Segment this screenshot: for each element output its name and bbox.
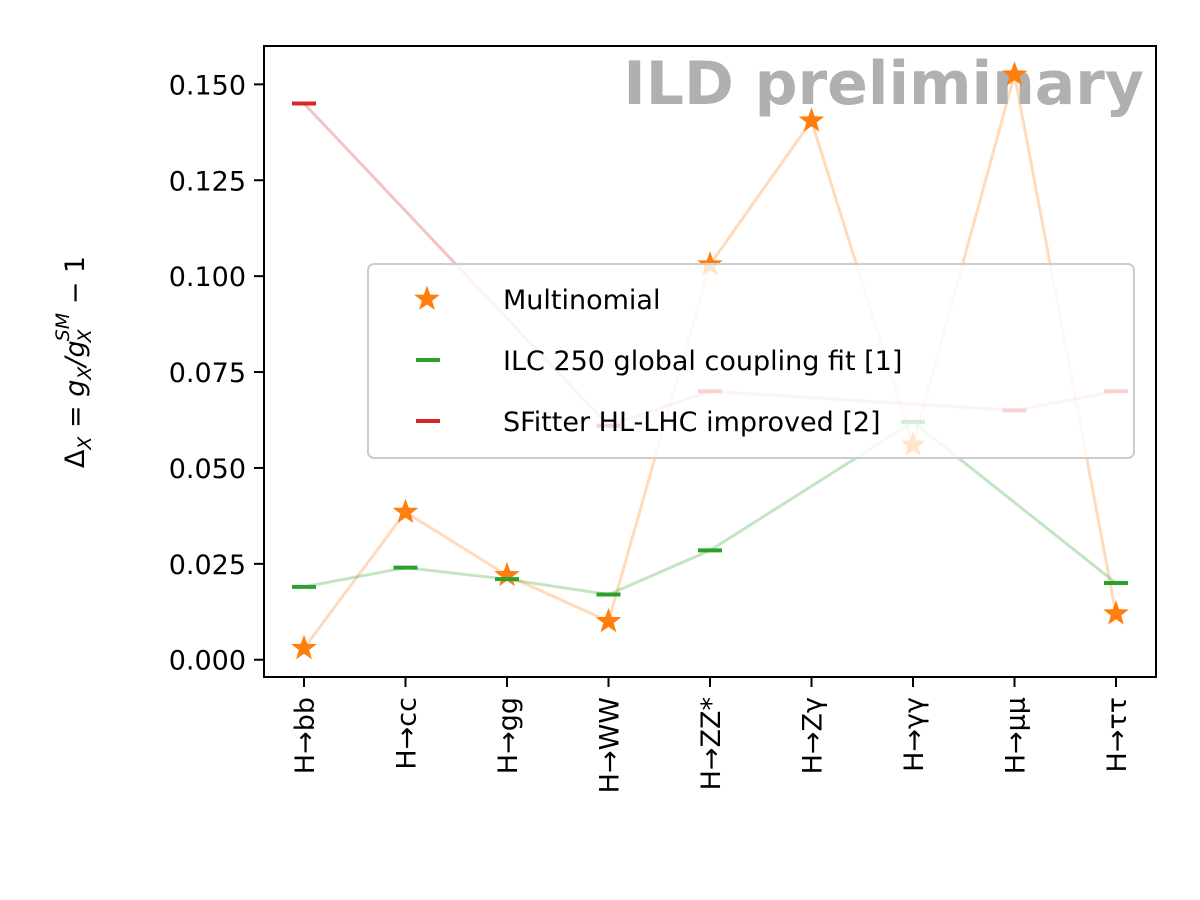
x-tick-label: H→γγ (899, 697, 930, 772)
data-point-star (595, 607, 622, 633)
x-tick-label: H→ττ (1102, 697, 1133, 772)
y-tick-label: 0.125 (169, 166, 246, 197)
legend-label: ILC 250 global coupling fit [1] (503, 346, 902, 377)
y-axis: 0.000 0.025 0.050 0.075 0.100 0.125 0.150 (169, 70, 264, 677)
legend-box (367, 263, 1135, 459)
data-point-star (494, 561, 520, 587)
x-tick-label: H→gg (493, 697, 524, 774)
y-tick-label: 0.075 (169, 358, 246, 389)
y-tick-label: 0.000 (169, 646, 246, 677)
data-point-star (1103, 600, 1129, 625)
data-point-star (798, 107, 825, 132)
legend-label: Multinomial (503, 285, 660, 316)
y-tick-label: 0.150 (169, 70, 246, 101)
y-tick-label: 0.100 (169, 262, 246, 293)
x-tick-label: H→cc (392, 697, 423, 770)
y-tick-label: 0.025 (169, 550, 246, 581)
data-point-star (1001, 61, 1028, 86)
y-tick-label: 0.050 (169, 454, 246, 485)
x-axis: H→bb H→cc H→gg H→WW H→ZZ* H→Zγ H→γγ H→μμ H→ττ (290, 677, 1133, 793)
legend-marker (414, 285, 440, 310)
y-axis-label: ΔX = gX/gXSM − 1 (52, 256, 96, 468)
x-tick-label: H→Zγ (798, 697, 829, 774)
x-tick-label: H→bb (290, 697, 321, 774)
x-tick-label: H→μμ (1001, 697, 1032, 774)
x-tick-label: H→ZZ* (696, 697, 727, 790)
data-point-star (392, 498, 419, 523)
x-tick-label: H→WW (595, 697, 626, 793)
watermark: ILD preliminary (623, 49, 1144, 119)
data-point-star (291, 634, 317, 660)
legend-label: SFitter HL-LHC improved [2] (503, 407, 881, 438)
legend: Multinomial ILC 250 global coupling fit [… (367, 263, 1135, 459)
